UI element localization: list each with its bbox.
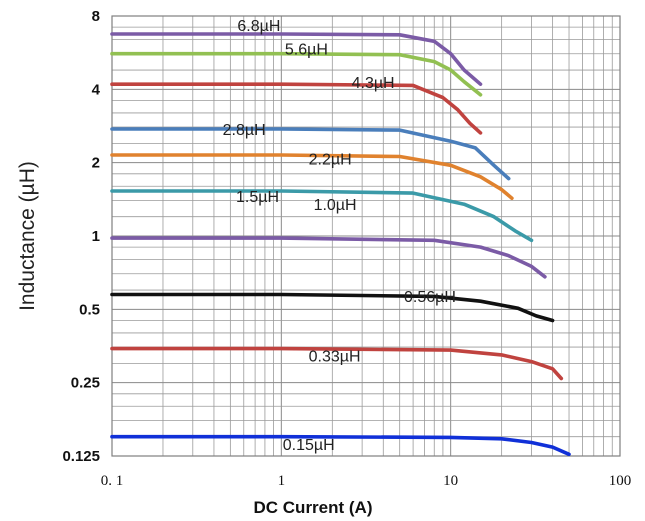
- series-label: 1.5µH: [236, 189, 279, 206]
- series-label: 2.2µH: [309, 151, 352, 168]
- series-label: 5.6µH: [285, 42, 328, 59]
- y-tick-label: 2: [92, 155, 100, 172]
- x-tick-labels: 0. 1 1 10 100: [101, 473, 632, 489]
- series-label: 2.8µH: [223, 122, 266, 139]
- x-tick-label: 1: [278, 473, 286, 489]
- x-tick-label: 10: [443, 473, 458, 489]
- y-tick-label: 0.25: [71, 375, 100, 392]
- series-line: [110, 127, 511, 181]
- grid: [111, 16, 620, 457]
- series-line: [110, 82, 483, 135]
- x-tick-label: 0. 1: [101, 473, 124, 489]
- y-tick-label: 0.5: [79, 301, 100, 318]
- y-tick-label: 8: [92, 8, 100, 25]
- series-label: 1.0µH: [314, 197, 357, 214]
- series-labels: 6.8µH 5.6µH 4.3µH 2.8µH 2.2µH 1.5µH 1.0µH 0.56µ…: [223, 18, 456, 454]
- y-tick-label: 0.125: [62, 448, 100, 465]
- y-tick-label: 4: [92, 81, 101, 98]
- plot-frame: [111, 15, 621, 457]
- series-line: [110, 51, 483, 97]
- series-line: [110, 32, 483, 86]
- series-label: 0.33µH: [309, 349, 361, 366]
- x-axis-label: DC Current (A): [254, 498, 373, 517]
- y-axis-label: Inductance (µH): [16, 161, 39, 311]
- series-label: 4.3µH: [352, 75, 395, 92]
- series-line: [110, 434, 571, 457]
- series-label: 0.56µH: [404, 289, 456, 306]
- x-tick-label: 100: [609, 473, 632, 489]
- y-tick-label: 1: [92, 228, 100, 245]
- series-line: [110, 346, 564, 381]
- series-label: 0.15µH: [283, 437, 335, 454]
- series-line: [110, 292, 555, 323]
- series-line: [110, 189, 534, 243]
- y-tick-labels: 0.125 0.25 0.5 1 2 4 8: [62, 8, 100, 465]
- series-label: 6.8µH: [237, 18, 280, 35]
- series-line: [110, 236, 547, 279]
- series-line: [110, 153, 514, 200]
- series-group: [110, 32, 571, 457]
